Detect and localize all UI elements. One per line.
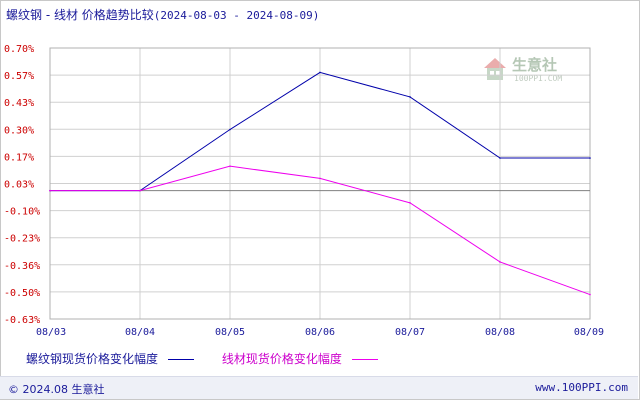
series-2-point (499, 261, 501, 263)
series-2-point (229, 165, 231, 167)
y-tick-label: -0.50% (4, 288, 40, 299)
x-tick-label: 08/07 (395, 327, 425, 338)
footer-bar: © 2024.08 生意社 www.100PPI.com (0, 376, 638, 399)
y-tick-label: -0.63% (4, 315, 40, 326)
y-tick-label: 0.43% (4, 98, 34, 109)
chart-tick-labels: 0.70% 0.57% 0.43% 0.30% 0.17% 0.03% -0.10% -0.2… (4, 44, 604, 338)
legend-label-series-2: 线材现货价格变化幅度 (221, 352, 342, 366)
y-tick-label: 0.17% (4, 152, 34, 163)
x-tick-label: 08/09 (574, 327, 604, 338)
series-2-point (319, 177, 321, 180)
x-tick-label: 08/03 (36, 327, 66, 338)
legend-item-series-2: 线材现货价格变化幅度 (222, 350, 378, 367)
chart-series (49, 71, 591, 296)
y-tick-label: 0.57% (4, 71, 34, 82)
y-tick-label: -0.36% (4, 261, 40, 272)
legend-item-series-1: 螺纹钢现货价格变化幅度 (26, 350, 195, 367)
y-tick-label: 0.70% (4, 44, 34, 55)
chart-title: 螺纹钢 - 线材 价格趋势比较(2024-08-03 - 2024-08-09) (6, 6, 319, 23)
watermark-name: 生意社 (512, 56, 558, 74)
series-2-point (409, 202, 411, 204)
series-2-point (589, 293, 591, 296)
y-tick-label: -0.10% (4, 207, 40, 218)
chart-title-range: (2024-08-03 - 2024-08-09) (153, 9, 320, 22)
chart-title-main: 螺纹钢 - 线材 价格趋势比较 (6, 8, 154, 22)
x-tick-label: 08/04 (125, 327, 155, 338)
series-2-point (49, 189, 51, 192)
x-tick-label: 08/05 (215, 327, 245, 338)
plot-border (49, 47, 591, 320)
chart-grid (49, 47, 591, 320)
chart-legend: 螺纹钢现货价格变化幅度 线材现货价格变化幅度 (26, 350, 402, 367)
footer-copyright: © 2024.08 生意社 (8, 383, 105, 396)
series-1-point (319, 71, 321, 74)
series-1-point (589, 157, 591, 159)
series-1-point (499, 157, 501, 159)
legend-swatch-series-2 (351, 359, 378, 360)
x-tick-label: 08/06 (305, 327, 335, 338)
series-1-point (409, 96, 411, 98)
legend-label-series-1: 螺纹钢现货价格变化幅度 (26, 352, 159, 366)
y-tick-label: 0.03% (4, 180, 34, 191)
y-tick-label: -0.23% (4, 234, 40, 245)
series-1-point (229, 128, 231, 131)
legend-swatch-series-1 (168, 359, 195, 360)
series-2-point (139, 189, 141, 192)
x-tick-label: 08/08 (485, 327, 515, 338)
watermark-url: 100PPI.COM (514, 74, 563, 83)
y-tick-label: 0.30% (4, 125, 34, 136)
footer-site-link[interactable]: www.100PPI.com (535, 381, 628, 394)
